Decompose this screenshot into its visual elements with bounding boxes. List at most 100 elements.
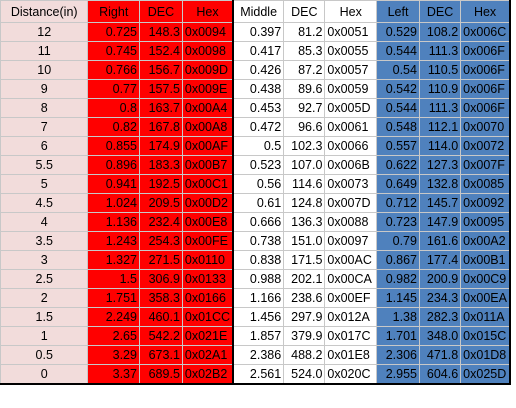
cell-right-dec[interactable]: 152.4 <box>138 41 183 61</box>
cell-distance[interactable]: 12 <box>0 22 89 42</box>
cell-distance[interactable]: 2.5 <box>0 269 89 289</box>
cell-right-hex[interactable]: 0x021E <box>181 326 234 346</box>
cell-right-volts[interactable]: 1.136 <box>87 212 140 232</box>
cell-middle-dec[interactable]: 107.0 <box>283 155 326 175</box>
cell-middle-hex[interactable]: 0x006B <box>324 155 378 175</box>
cell-middle-dec[interactable]: 524.0 <box>283 364 326 385</box>
cell-middle-dec[interactable]: 238.6 <box>283 288 326 308</box>
cell-right-volts[interactable]: 0.941 <box>87 174 140 194</box>
cell-middle-hex[interactable]: 0x0057 <box>324 60 378 80</box>
cell-middle-dec[interactable]: 488.2 <box>283 345 326 365</box>
cell-left-volts[interactable]: 0.723 <box>376 212 420 232</box>
cell-middle-dec[interactable]: 151.0 <box>283 231 326 251</box>
cell-middle-hex[interactable]: 0x0051 <box>324 22 378 42</box>
cell-left-dec[interactable]: 145.7 <box>418 193 462 213</box>
cell-right-hex[interactable]: 0x02A1 <box>181 345 234 365</box>
cell-left-hex[interactable]: 0x006C <box>460 22 511 42</box>
cell-middle-dec[interactable]: 89.6 <box>283 79 326 99</box>
cell-left-hex[interactable]: 0x0070 <box>460 117 511 137</box>
cell-middle-hex[interactable]: 0x00CA <box>324 269 378 289</box>
cell-right-hex[interactable]: 0x00B7 <box>181 155 234 175</box>
cell-right-volts[interactable]: 0.745 <box>87 41 140 61</box>
cell-left-volts[interactable]: 0.982 <box>376 269 420 289</box>
cell-middle-dec[interactable]: 92.7 <box>283 98 326 118</box>
cell-right-dec[interactable]: 209.5 <box>138 193 183 213</box>
cell-right-hex[interactable]: 0x009E <box>181 79 234 99</box>
cell-middle-dec[interactable]: 81.2 <box>283 22 326 42</box>
cell-right-dec[interactable]: 306.9 <box>138 269 183 289</box>
header-distance[interactable]: Distance(in) <box>0 0 89 23</box>
cell-middle-volts[interactable]: 0.426 <box>232 60 285 80</box>
cell-right-volts[interactable]: 0.855 <box>87 136 140 156</box>
cell-left-hex[interactable]: 0x006F <box>460 79 511 99</box>
cell-right-dec[interactable]: 148.3 <box>138 22 183 42</box>
cell-right-dec[interactable]: 460.1 <box>138 307 183 327</box>
cell-middle-dec[interactable]: 124.8 <box>283 193 326 213</box>
cell-distance[interactable]: 8 <box>0 98 89 118</box>
cell-right-dec[interactable]: 689.5 <box>138 364 183 385</box>
cell-left-dec[interactable]: 110.5 <box>418 60 462 80</box>
cell-left-hex[interactable]: 0x006F <box>460 98 511 118</box>
cell-middle-volts[interactable]: 1.456 <box>232 307 285 327</box>
cell-middle-dec[interactable]: 136.3 <box>283 212 326 232</box>
cell-left-volts[interactable]: 2.306 <box>376 345 420 365</box>
cell-left-volts[interactable]: 0.544 <box>376 41 420 61</box>
cell-middle-volts[interactable]: 2.561 <box>232 364 285 385</box>
cell-middle-volts[interactable]: 0.838 <box>232 250 285 270</box>
cell-middle-hex[interactable]: 0x007D <box>324 193 378 213</box>
cell-middle-dec[interactable]: 379.9 <box>283 326 326 346</box>
header-right-hex[interactable]: Hex <box>181 0 234 23</box>
cell-middle-hex[interactable]: 0x005D <box>324 98 378 118</box>
cell-left-volts[interactable]: 0.622 <box>376 155 420 175</box>
cell-middle-volts[interactable]: 0.472 <box>232 117 285 137</box>
cell-right-hex[interactable]: 0x00C1 <box>181 174 234 194</box>
cell-middle-volts[interactable]: 0.988 <box>232 269 285 289</box>
cell-distance[interactable]: 1 <box>0 326 89 346</box>
cell-left-hex[interactable]: 0x015C <box>460 326 511 346</box>
cell-left-dec[interactable]: 112.1 <box>418 117 462 137</box>
cell-right-dec[interactable]: 156.7 <box>138 60 183 80</box>
header-middle[interactable]: Middle <box>232 0 285 23</box>
cell-distance[interactable]: 4.5 <box>0 193 89 213</box>
header-left-dec[interactable]: DEC <box>418 0 462 23</box>
cell-right-dec[interactable]: 183.3 <box>138 155 183 175</box>
cell-middle-dec[interactable]: 202.1 <box>283 269 326 289</box>
cell-distance[interactable]: 3.5 <box>0 231 89 251</box>
cell-distance[interactable]: 5 <box>0 174 89 194</box>
cell-middle-hex[interactable]: 0x017C <box>324 326 378 346</box>
cell-left-dec[interactable]: 471.8 <box>418 345 462 365</box>
cell-left-volts[interactable]: 0.548 <box>376 117 420 137</box>
cell-middle-volts[interactable]: 0.5 <box>232 136 285 156</box>
cell-left-dec[interactable]: 177.4 <box>418 250 462 270</box>
cell-right-hex[interactable]: 0x01CC <box>181 307 234 327</box>
cell-left-hex[interactable]: 0x00EA <box>460 288 511 308</box>
cell-left-hex[interactable]: 0x00B1 <box>460 250 511 270</box>
cell-left-hex[interactable]: 0x00C9 <box>460 269 511 289</box>
cell-left-hex[interactable]: 0x0072 <box>460 136 511 156</box>
cell-right-hex[interactable]: 0x0098 <box>181 41 234 61</box>
cell-middle-hex[interactable]: 0x012A <box>324 307 378 327</box>
cell-middle-volts[interactable]: 0.453 <box>232 98 285 118</box>
cell-right-hex[interactable]: 0x02B2 <box>181 364 234 385</box>
cell-right-hex[interactable]: 0x00A8 <box>181 117 234 137</box>
cell-middle-volts[interactable]: 0.397 <box>232 22 285 42</box>
cell-right-dec[interactable]: 232.4 <box>138 212 183 232</box>
cell-right-hex[interactable]: 0x0094 <box>181 22 234 42</box>
cell-distance[interactable]: 7 <box>0 117 89 137</box>
cell-middle-volts[interactable]: 0.438 <box>232 79 285 99</box>
cell-right-dec[interactable]: 358.3 <box>138 288 183 308</box>
cell-right-hex[interactable]: 0x0133 <box>181 269 234 289</box>
cell-right-volts[interactable]: 1.751 <box>87 288 140 308</box>
cell-distance[interactable]: 10 <box>0 60 89 80</box>
cell-distance[interactable]: 0.5 <box>0 345 89 365</box>
cell-right-volts[interactable]: 1.5 <box>87 269 140 289</box>
cell-middle-dec[interactable]: 85.3 <box>283 41 326 61</box>
cell-right-hex[interactable]: 0x00D2 <box>181 193 234 213</box>
cell-left-dec[interactable]: 114.0 <box>418 136 462 156</box>
cell-right-hex[interactable]: 0x00E8 <box>181 212 234 232</box>
cell-left-dec[interactable]: 200.9 <box>418 269 462 289</box>
cell-middle-hex[interactable]: 0x0088 <box>324 212 378 232</box>
cell-left-volts[interactable]: 0.557 <box>376 136 420 156</box>
cell-right-volts[interactable]: 1.024 <box>87 193 140 213</box>
cell-left-dec[interactable]: 111.3 <box>418 98 462 118</box>
